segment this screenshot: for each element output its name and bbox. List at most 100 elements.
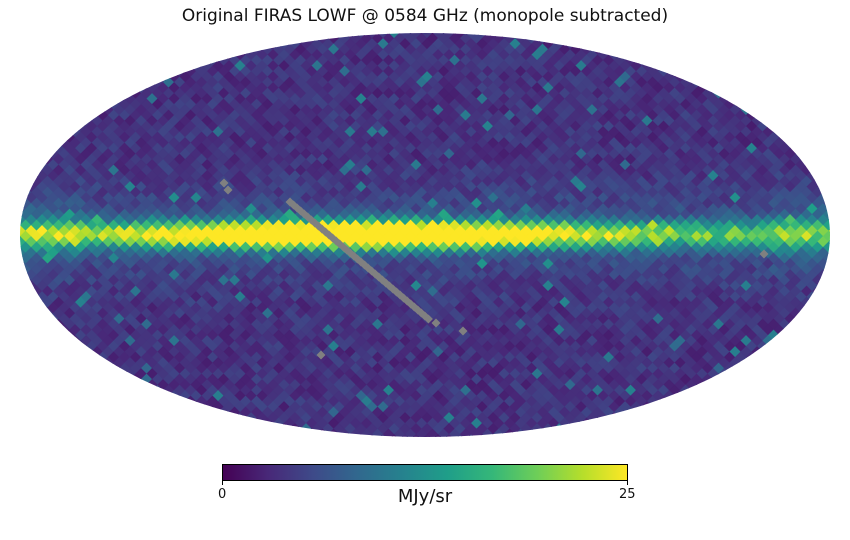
map-pixel xyxy=(102,368,114,380)
map-pixel xyxy=(404,33,417,34)
map-pixel xyxy=(756,87,769,100)
map-pixel xyxy=(785,17,796,28)
map-pixel xyxy=(767,76,780,89)
map-pixel xyxy=(118,76,131,89)
map-pixel xyxy=(400,17,411,28)
map-pixel xyxy=(20,153,21,166)
map-pixel xyxy=(834,121,845,132)
map-pixel xyxy=(811,43,824,56)
map-pixel xyxy=(102,33,114,39)
map-pixel xyxy=(59,17,70,28)
map-pixel xyxy=(778,65,791,78)
map-pixel xyxy=(834,165,845,176)
map-pixel xyxy=(151,33,164,34)
map-pixel xyxy=(190,49,202,61)
map-pixel xyxy=(773,115,785,127)
map-pixel xyxy=(20,43,32,56)
map-pixel xyxy=(173,33,186,34)
map-pixel xyxy=(712,33,725,45)
map-pixel xyxy=(20,109,21,122)
map-pixel xyxy=(41,340,54,353)
map-pixel xyxy=(52,120,65,133)
map-pixel xyxy=(806,302,818,314)
map-pixel xyxy=(30,351,43,364)
map-pixel xyxy=(745,87,758,100)
map-pixel xyxy=(162,33,175,34)
map-pixel xyxy=(213,17,224,28)
map-pixel xyxy=(806,148,818,160)
map-pixel xyxy=(52,351,65,364)
map-pixel xyxy=(36,357,48,369)
map-pixel xyxy=(195,33,208,34)
map-pixel xyxy=(828,335,830,347)
map-pixel xyxy=(25,302,37,314)
map-pixel xyxy=(553,33,565,39)
map-pixel xyxy=(509,33,521,39)
map-pixel xyxy=(69,104,81,116)
map-pixel xyxy=(206,33,219,45)
map-pixel xyxy=(20,33,32,34)
map-pixel xyxy=(686,17,697,28)
map-pixel xyxy=(712,65,725,78)
map-pixel xyxy=(718,82,730,94)
map-pixel xyxy=(107,65,120,78)
map-pixel xyxy=(20,373,32,386)
map-pixel xyxy=(124,38,136,50)
map-pixel xyxy=(20,230,21,243)
map-pixel xyxy=(712,76,725,89)
map-pixel xyxy=(41,351,54,364)
map-pixel xyxy=(20,98,32,111)
map-pixel xyxy=(811,351,824,364)
map-pixel xyxy=(228,33,241,45)
map-pixel xyxy=(576,17,587,28)
map-pixel xyxy=(4,292,15,303)
map-pixel xyxy=(756,54,769,67)
map-pixel xyxy=(30,307,43,320)
map-pixel xyxy=(751,38,763,50)
map-pixel xyxy=(784,368,796,380)
map-pixel xyxy=(834,231,845,242)
map-pixel xyxy=(784,93,796,105)
map-pixel xyxy=(52,329,65,342)
map-pixel xyxy=(25,82,37,94)
map-pixel xyxy=(223,38,235,50)
map-pixel xyxy=(740,82,752,94)
map-pixel xyxy=(723,65,736,78)
map-pixel xyxy=(817,148,829,160)
map-pixel xyxy=(503,33,516,34)
map-pixel xyxy=(20,142,32,155)
map-pixel xyxy=(4,94,15,105)
map-pixel xyxy=(20,263,21,276)
map-pixel xyxy=(740,93,752,105)
map-pixel xyxy=(773,49,785,61)
map-pixel xyxy=(195,54,208,67)
map-pixel xyxy=(470,33,483,34)
map-pixel xyxy=(81,17,92,28)
map-pixel xyxy=(784,346,796,358)
map-pixel xyxy=(707,49,719,61)
map-pixel xyxy=(729,368,741,380)
map-pixel xyxy=(25,126,37,138)
map-pixel xyxy=(272,33,285,34)
map-pixel xyxy=(146,71,158,83)
map-pixel xyxy=(422,17,433,28)
map-pixel xyxy=(20,38,26,50)
map-pixel xyxy=(256,38,268,50)
map-pixel xyxy=(834,55,845,66)
map-pixel xyxy=(734,43,747,56)
map-pixel xyxy=(834,352,845,363)
map-pixel xyxy=(762,357,774,369)
map-pixel xyxy=(800,318,813,331)
map-pixel xyxy=(778,43,791,56)
map-pixel xyxy=(806,313,818,325)
map-pixel xyxy=(834,44,845,55)
map-pixel xyxy=(789,120,802,133)
map-pixel xyxy=(800,351,813,364)
map-pixel xyxy=(41,87,54,100)
map-pixel xyxy=(202,17,213,28)
map-pixel xyxy=(806,126,818,138)
map-pixel xyxy=(162,65,175,78)
map-pixel xyxy=(448,33,461,34)
map-pixel xyxy=(745,362,758,375)
map-pixel xyxy=(268,17,279,28)
